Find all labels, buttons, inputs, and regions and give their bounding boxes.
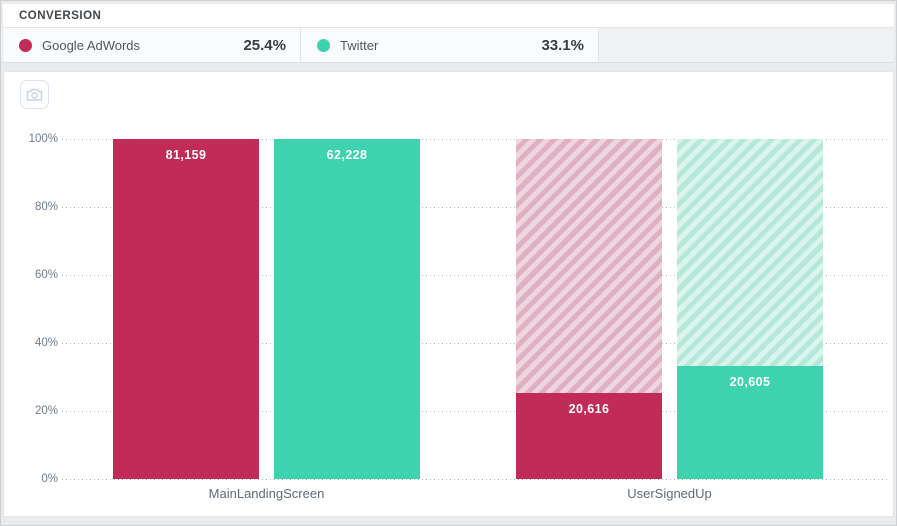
gridline [62,139,888,140]
series-color-dot [19,38,32,52]
export-image-button[interactable] [20,80,49,109]
bar-value-label: 20,605 [729,375,771,390]
bar-MainLandingScreen-google-adwords[interactable]: 81,159 [113,139,259,479]
x-axis-label: MainLandingScreen [208,486,325,501]
legend: Google AdWords 25.4% Twitter 33.1% [3,28,894,63]
gridline [62,275,888,276]
bar-value-label: 20,616 [568,401,610,416]
series-name: Twitter [340,37,379,53]
unconverted-hatch-segment [677,139,823,367]
bar-UserSignedUp-google-adwords[interactable]: 20,616 [516,139,662,479]
legend-item-google-adwords[interactable]: Google AdWords 25.4% [3,28,301,62]
legend-filler [599,28,894,62]
gridline [62,343,888,344]
report-header: CONVERSION [3,4,894,28]
x-axis-label: UserSignedUp [627,486,712,501]
legend-item-twitter[interactable]: Twitter 33.1% [301,28,599,62]
converted-solid-segment: 20,605 [677,366,823,479]
series-conversion-rate: 25.4% [243,36,286,54]
chart-panel: 100% 80% 60% 40% 20% 0% 81,159 62,228 MainLandin… [3,71,894,517]
series-conversion-rate: 33.1% [541,36,584,54]
funnel-chart: 100% 80% 60% 40% 20% 0% 81,159 62,228 MainLandin… [4,133,893,501]
converted-solid-segment: 20,616 [516,392,662,479]
gridline [62,411,888,412]
unconverted-hatch-segment [516,139,662,393]
y-axis-tick: 0% [41,473,58,485]
bar-value-label: 62,228 [326,148,368,162]
report-title: CONVERSION [19,9,102,22]
y-axis-tick: 40% [34,337,58,349]
camera-icon [26,87,43,102]
gridline [62,207,888,208]
y-axis-tick: 60% [34,269,58,281]
converted-solid-segment: 81,159 [113,139,259,479]
gridline [62,479,888,480]
series-color-dot [317,38,330,52]
bar-MainLandingScreen-twitter[interactable]: 62,228 [274,139,420,479]
series-name: Google AdWords [42,37,141,53]
bar-value-label: 81,159 [165,148,207,162]
bar-UserSignedUp-twitter[interactable]: 20,605 [677,139,823,479]
converted-solid-segment: 62,228 [274,139,420,479]
y-axis-tick: 20% [34,405,58,417]
y-axis-tick: 100% [28,133,58,145]
y-axis-tick: 80% [34,201,58,213]
